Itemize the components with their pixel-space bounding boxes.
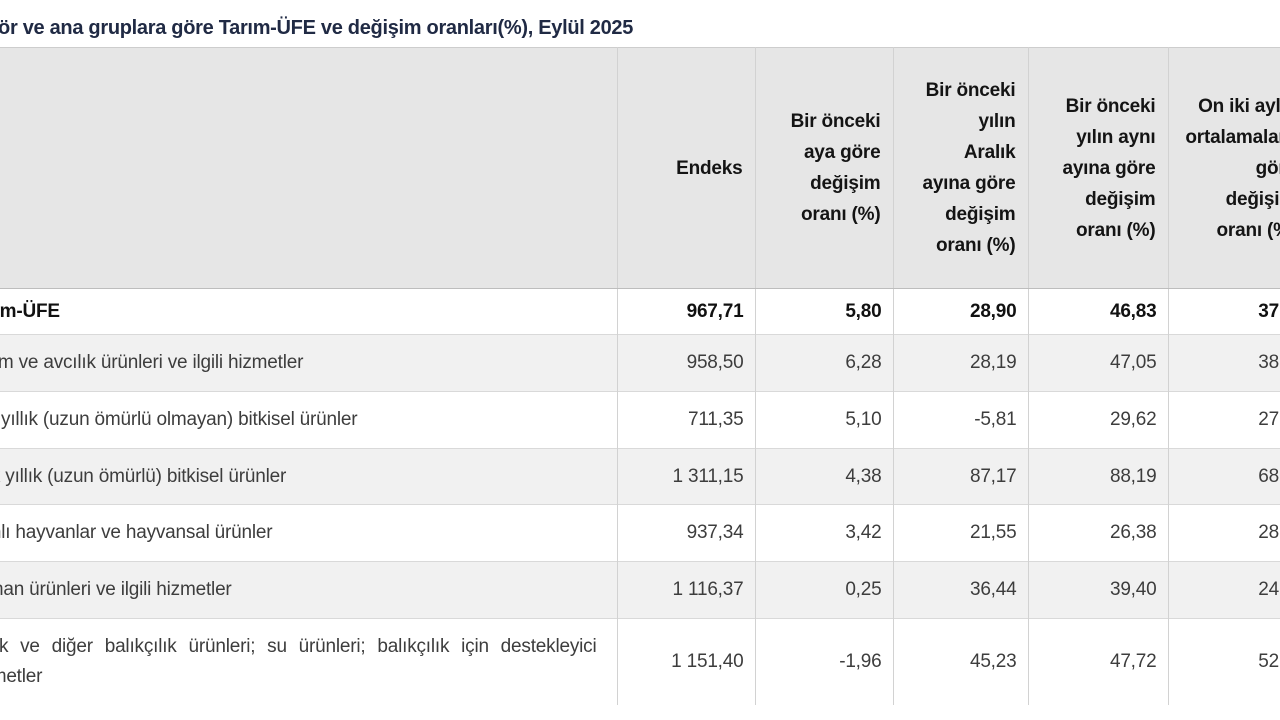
column-header-monthly-change: Bir önceki aya göre değişim oranı (%) (754, 47, 893, 289)
table-row-cok-yillik: Çok yıllık (uzun ömürlü) bitkisel ürünle… (0, 448, 1280, 505)
cell-since-december-change: 36,44 (892, 561, 1028, 619)
table-header-row: Endeks Bir önceki aya göre değişim oranı… (0, 47, 1280, 289)
cell-since-december-change: 45,23 (892, 618, 1028, 705)
row-label: Orman ürünleri ve ilgili hizmetler (0, 561, 617, 619)
cell-since-december-change: 21,55 (892, 504, 1028, 562)
content-sheet: Sektör ve ana gruplara göre Tarım-ÜFE ve… (0, 17, 1280, 705)
cell-yearly-change: 47,05 (1027, 334, 1168, 392)
table-row-orman-urunleri: Orman ürünleri ve ilgili hizmetler 1 116… (0, 561, 1280, 619)
cell-yearly-change: 39,40 (1027, 561, 1168, 619)
table-body: Tarım-ÜFE 967,71 5,80 28,90 46,83 37 Tar… (0, 288, 1280, 705)
cell-yearly-change: 29,62 (1027, 391, 1168, 449)
cell-monthly-change: 5,10 (754, 391, 893, 449)
column-header-yearly-change: Bir önceki yılın aynı ayına göre değişim… (1027, 47, 1168, 289)
column-header-sector (0, 47, 617, 289)
table-row-tarim-avcilik: Tarım ve avcılık ürünleri ve ilgili hizm… (0, 334, 1280, 392)
cell-yearly-change: 26,38 (1027, 504, 1168, 562)
table-header: Endeks Bir önceki aya göre değişim oranı… (0, 47, 1280, 289)
cell-monthly-change: 4,38 (754, 448, 893, 505)
cell-endeks: 1 311,15 (616, 448, 755, 505)
table-row-tek-yillik: Tek yıllık (uzun ömürlü olmayan) bitkise… (0, 391, 1280, 449)
table-row-canli-hayvanlar: Canlı hayvanlar ve hayvansal ürünler 937… (0, 504, 1280, 562)
row-label: Canlı hayvanlar ve hayvansal ürünler (0, 504, 617, 562)
cell-endeks: 1 151,40 (616, 618, 755, 705)
table-row-tarim-ufe: Tarım-ÜFE 967,71 5,80 28,90 46,83 37 (0, 288, 1280, 335)
cell-monthly-change: 0,25 (754, 561, 893, 619)
cell-since-december-change: 28,19 (892, 334, 1028, 392)
cell-since-december-change: -5,81 (892, 391, 1028, 449)
cell-since-december-change: 87,17 (892, 448, 1028, 505)
cell-twelve-month-avg: 27 (1167, 391, 1280, 449)
cell-monthly-change: 6,28 (754, 334, 893, 392)
cell-twelve-month-avg: 38 (1167, 334, 1280, 392)
cell-endeks: 1 116,37 (616, 561, 755, 619)
cell-yearly-change: 46,83 (1027, 288, 1168, 335)
cell-yearly-change: 88,19 (1027, 448, 1168, 505)
column-header-twelve-month-avg: On iki aylık ortalamalara göre değişim o… (1167, 47, 1280, 289)
cell-since-december-change: 28,90 (892, 288, 1028, 335)
column-header-endeks: Endeks (616, 47, 755, 289)
cell-twelve-month-avg: 24 (1167, 561, 1280, 619)
cell-endeks: 958,50 (616, 334, 755, 392)
row-label: Balık ve diğer balıkçılık ürünleri; su ü… (0, 618, 617, 705)
row-label: Tarım ve avcılık ürünleri ve ilgili hizm… (0, 334, 617, 392)
cell-twelve-month-avg: 28 (1167, 504, 1280, 562)
cell-twelve-month-avg: 52 (1167, 618, 1280, 705)
column-header-since-december-change: Bir önceki yılın Aralık ayına göre değiş… (892, 47, 1028, 289)
cell-monthly-change: 5,80 (754, 288, 893, 335)
row-label: Tarım-ÜFE (0, 300, 60, 322)
table-row-balik-balikcilik: Balık ve diğer balıkçılık ürünleri; su ü… (0, 618, 1280, 705)
cell-endeks: 967,71 (616, 288, 755, 335)
cell-monthly-change: -1,96 (754, 618, 893, 705)
row-label: Tek yıllık (uzun ömürlü olmayan) bitkise… (0, 391, 617, 449)
cell-endeks: 711,35 (616, 391, 755, 449)
cell-yearly-change: 47,72 (1027, 618, 1168, 705)
page-title: Sektör ve ana gruplara göre Tarım-ÜFE ve… (0, 17, 634, 39)
row-label: Çok yıllık (uzun ömürlü) bitkisel ürünle… (0, 448, 617, 505)
cell-twelve-month-avg: 68 (1167, 448, 1280, 505)
cell-twelve-month-avg: 37 (1167, 288, 1280, 335)
tarim-ufe-table: Endeks Bir önceki aya göre değişim oranı… (0, 47, 1280, 705)
cell-endeks: 937,34 (616, 504, 755, 562)
cell-monthly-change: 3,42 (754, 504, 893, 562)
